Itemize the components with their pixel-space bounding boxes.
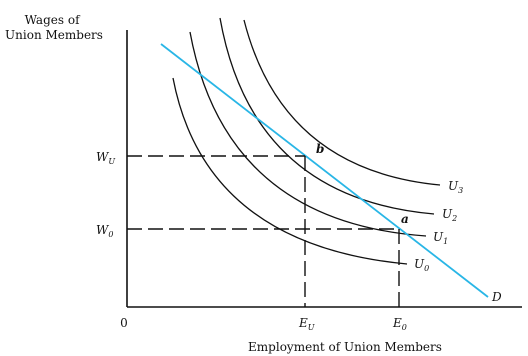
employment-label-e0: E0 bbox=[392, 316, 407, 332]
curve-label-u1: U1 bbox=[433, 230, 448, 246]
wage-label-wu: WU bbox=[96, 150, 115, 166]
y-axis-label: Wages of Union Members bbox=[5, 13, 103, 42]
demand-curve bbox=[160, 43, 489, 298]
demand-curve-label: D bbox=[491, 290, 502, 304]
curve-label-u3: U3 bbox=[448, 179, 463, 195]
y-axis-label-line-2: Union Members bbox=[5, 28, 103, 42]
employment-label-eu: EU bbox=[298, 316, 315, 332]
indifference-curve-u1 bbox=[189, 31, 427, 237]
curve-label-u2: U2 bbox=[442, 207, 457, 223]
wage-label-w0: W0 bbox=[96, 223, 113, 239]
point-label-a: a bbox=[401, 212, 409, 226]
point-label-b: b bbox=[316, 142, 324, 156]
indifference-curve-u0 bbox=[172, 77, 408, 265]
y-axis-label-line-1: Wages of bbox=[25, 13, 81, 27]
x-axis-label: Employment of Union Members bbox=[248, 340, 442, 354]
origin-label: 0 bbox=[120, 316, 128, 330]
curve-label-u0: U0 bbox=[414, 257, 429, 273]
indifference-curve-u3 bbox=[243, 19, 441, 186]
indifference-curve-u2 bbox=[219, 17, 435, 215]
